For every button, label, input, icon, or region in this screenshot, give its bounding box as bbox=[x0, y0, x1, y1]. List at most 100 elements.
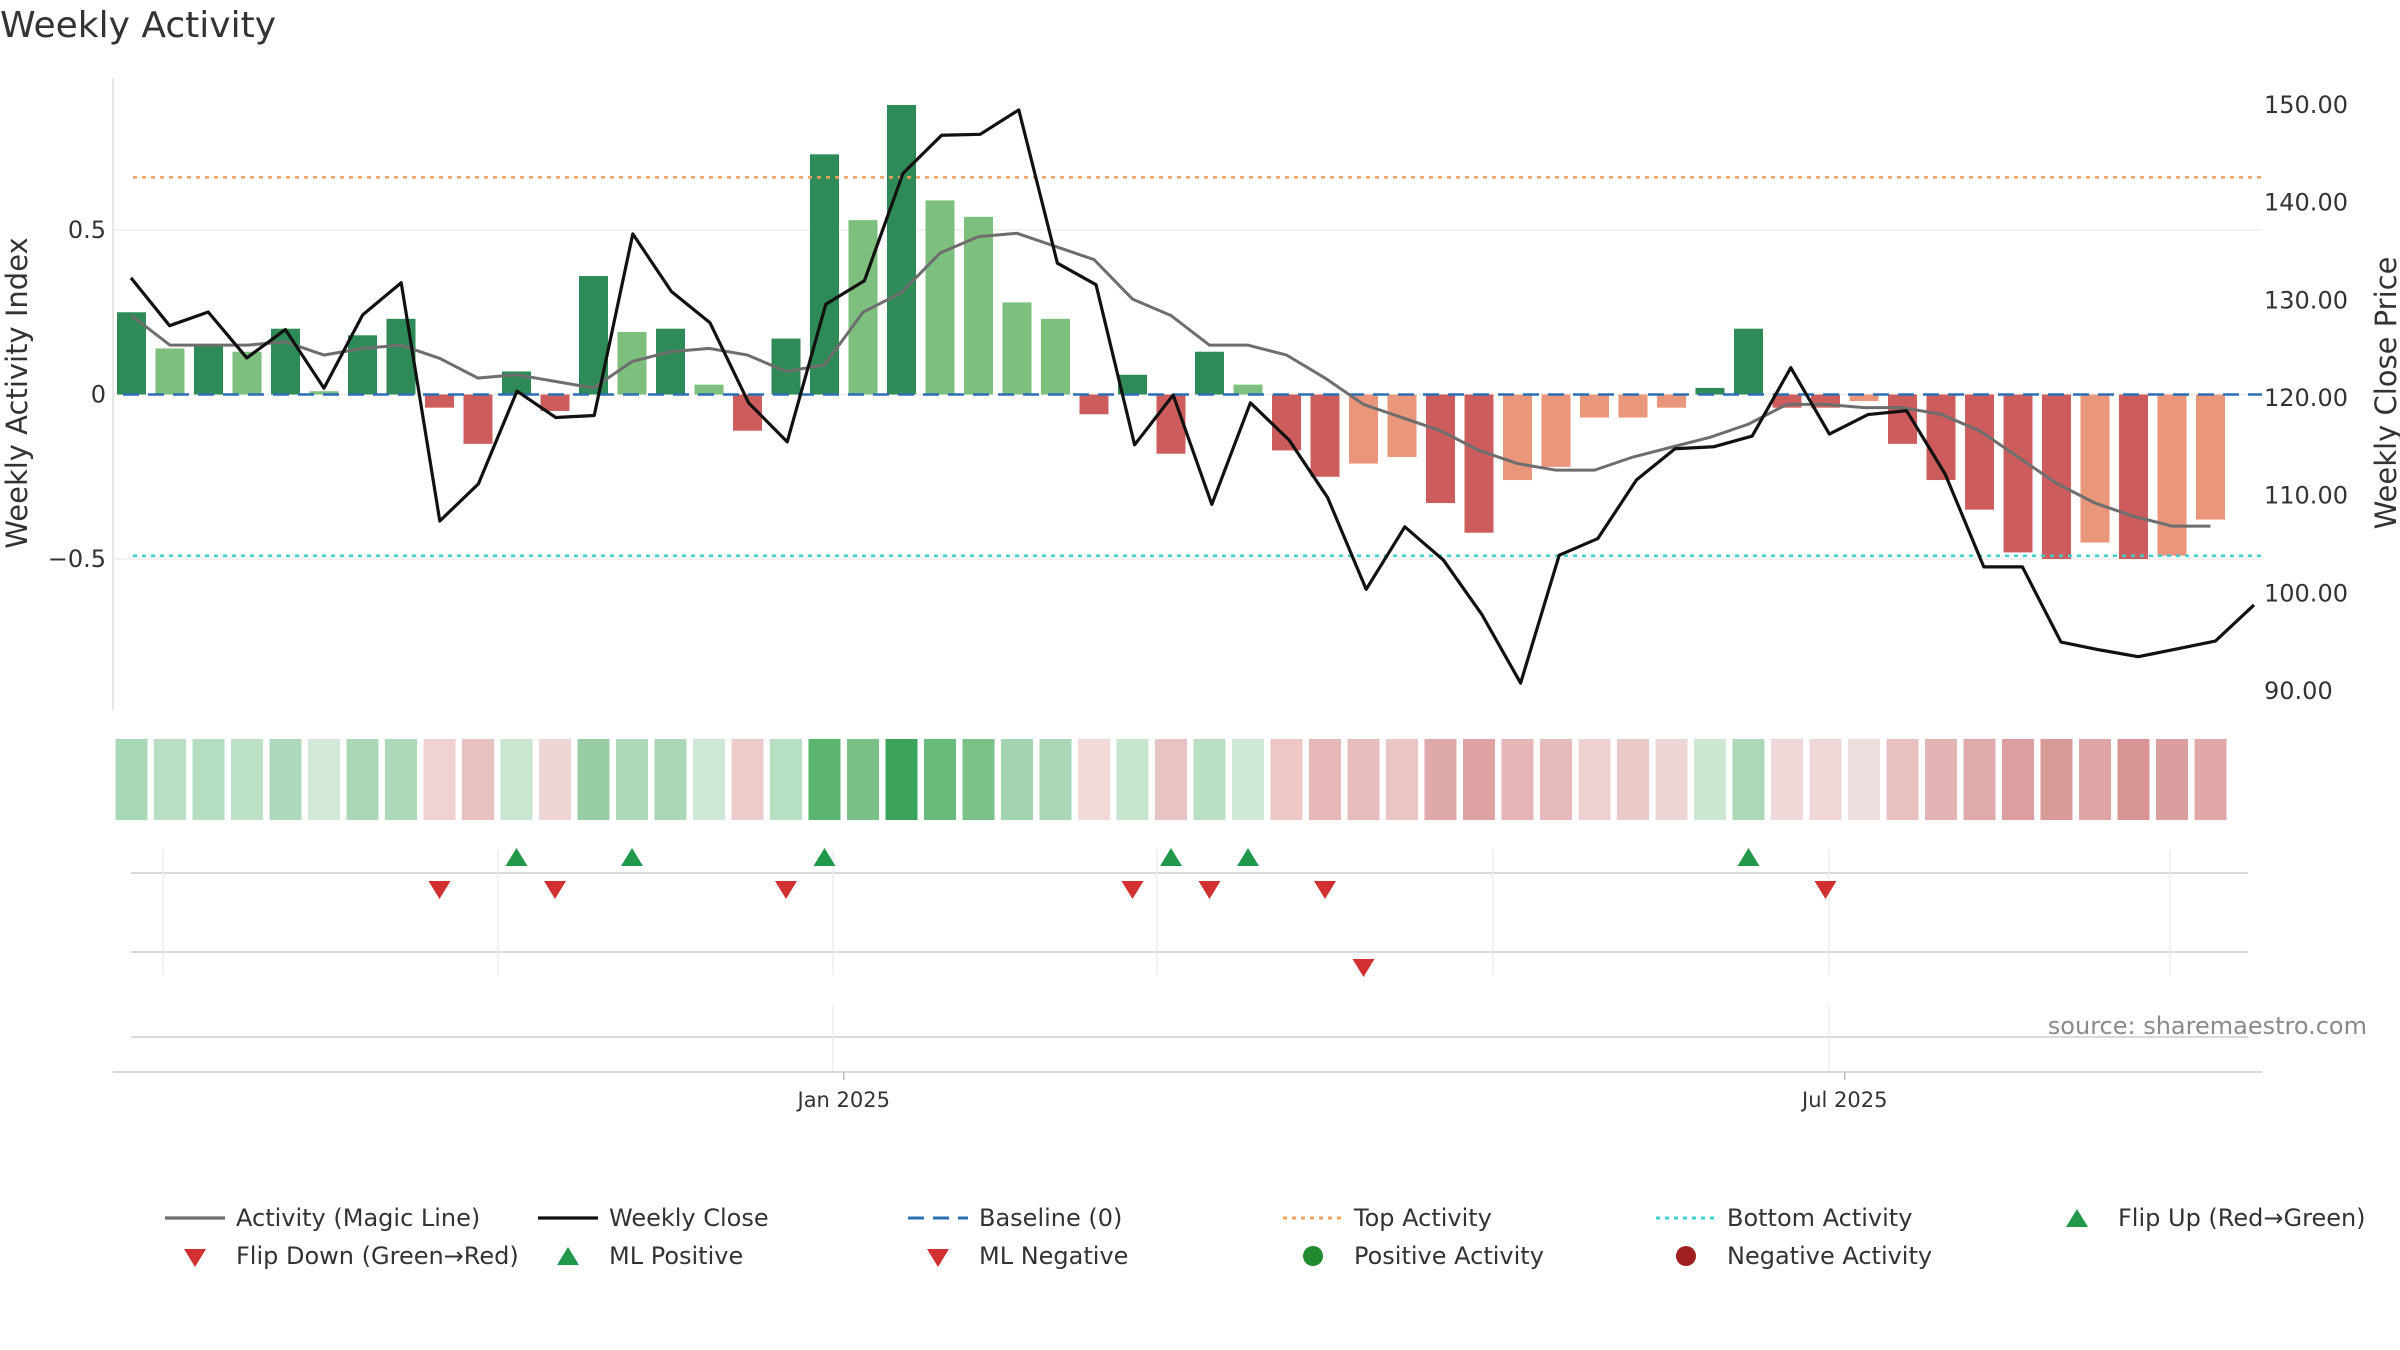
ml-positive-marker bbox=[621, 848, 643, 866]
heat-cell bbox=[1463, 739, 1495, 820]
activity-bar bbox=[1657, 394, 1686, 408]
heat-cell bbox=[808, 739, 841, 820]
chart-title: Weekly Activity bbox=[0, 5, 276, 46]
activity-bar bbox=[1041, 318, 1070, 395]
ml-positive-marker bbox=[813, 848, 836, 866]
activity-bar bbox=[1118, 374, 1147, 395]
heat-cell bbox=[346, 739, 379, 820]
heat-cell bbox=[1617, 739, 1649, 820]
right-tick-label: 130.00 bbox=[2264, 286, 2348, 314]
heat-cell bbox=[1578, 739, 1611, 820]
ml-negative-marker bbox=[1314, 881, 1336, 899]
activity-bar bbox=[887, 104, 916, 395]
legend-label: Negative Activity bbox=[1727, 1242, 1932, 1270]
heat-cell bbox=[1386, 739, 1418, 820]
legend-item-3: Top Activity bbox=[1283, 1204, 1492, 1232]
legend-label: Activity (Magic Line) bbox=[236, 1204, 480, 1232]
activity-bar bbox=[425, 394, 454, 408]
marker-panel-grid bbox=[131, 850, 2248, 1072]
heat-cell bbox=[924, 739, 956, 820]
x-axis: Jan 2025 Jul 2025 bbox=[113, 1071, 2262, 1112]
right-axis-ticks: 150.00 140.00 130.00 120.00 110.00 100.00 90.0… bbox=[2264, 91, 2348, 705]
legend-item-0: Activity (Magic Line) bbox=[165, 1204, 480, 1232]
heat-cell bbox=[1078, 739, 1110, 820]
heat-cell bbox=[1848, 739, 1880, 820]
reference-lines bbox=[123, 176, 2262, 557]
heat-cell bbox=[731, 739, 764, 820]
legend-dot-icon bbox=[1303, 1246, 1323, 1266]
legend-dot-icon bbox=[1676, 1246, 1696, 1266]
right-tick-label: 140.00 bbox=[2264, 189, 2348, 217]
heat-cell bbox=[1001, 739, 1033, 820]
marker-panels bbox=[131, 848, 2248, 1072]
heat-cell bbox=[1039, 739, 1072, 820]
activity-bar bbox=[1156, 394, 1186, 454]
heat-cell bbox=[1809, 739, 1842, 820]
left-axis-ticks: 0.5 0 −0.5 bbox=[48, 216, 106, 573]
activity-bar bbox=[1849, 394, 1879, 402]
heat-cell bbox=[423, 739, 456, 820]
legend-label: ML Positive bbox=[609, 1242, 743, 1270]
heat-cell bbox=[385, 739, 417, 820]
heat-cell bbox=[1347, 739, 1380, 820]
ml-negative-marker bbox=[544, 881, 566, 899]
activity-bar bbox=[194, 345, 223, 395]
heat-cell bbox=[1193, 739, 1226, 820]
right-tick-label: 110.00 bbox=[2264, 482, 2348, 510]
activity-bar bbox=[2196, 394, 2225, 520]
activity-bar bbox=[1079, 394, 1109, 415]
legend-item-7: ML Positive bbox=[557, 1242, 743, 1270]
heat-cell bbox=[770, 739, 802, 820]
activity-bar bbox=[1541, 394, 1571, 467]
legend-label: Bottom Activity bbox=[1727, 1204, 1912, 1232]
ml-negative-marker bbox=[1198, 881, 1221, 899]
x-tick-label: Jan 2025 bbox=[796, 1088, 891, 1112]
legend-triangle-up-icon bbox=[2066, 1209, 2088, 1227]
activity-bar bbox=[925, 200, 955, 395]
activity-bar bbox=[1349, 394, 1378, 464]
activity-bar bbox=[117, 312, 146, 395]
heat-cell bbox=[1925, 739, 1957, 820]
heat-cell bbox=[1309, 739, 1341, 820]
flip-down-marker bbox=[1352, 959, 1375, 977]
heat-cell bbox=[500, 739, 533, 820]
heat-cell bbox=[2079, 739, 2111, 820]
heat-cell bbox=[1771, 739, 1803, 820]
activity-bar bbox=[2157, 394, 2187, 556]
heat-cell bbox=[1424, 739, 1457, 820]
right-axis-label: Weekly Close Price bbox=[2369, 257, 2400, 530]
heat-cell bbox=[1155, 739, 1187, 820]
ml-positive-marker bbox=[1237, 848, 1259, 866]
source-note: source: sharemaestro.com bbox=[2048, 1012, 2367, 1040]
heat-cell bbox=[308, 739, 340, 820]
left-axis-label: Weekly Activity Index bbox=[0, 237, 34, 548]
heat-cell bbox=[1886, 739, 1919, 820]
legend-item-9: Positive Activity bbox=[1303, 1242, 1544, 1270]
legend: Activity (Magic Line) Weekly Close Baselin… bbox=[165, 1204, 2366, 1270]
activity-bars bbox=[117, 104, 2225, 559]
heat-cell bbox=[885, 739, 918, 820]
heat-cell bbox=[1963, 739, 1996, 820]
left-tick-label: −0.5 bbox=[48, 545, 106, 573]
weekly-close-line bbox=[129, 108, 2256, 685]
heat-cell bbox=[1116, 739, 1149, 820]
activity-bar bbox=[1965, 394, 1994, 510]
legend-triangle-down-icon bbox=[927, 1249, 949, 1267]
heat-cell bbox=[462, 739, 494, 820]
activity-bar bbox=[964, 216, 993, 395]
right-tick-label: 120.00 bbox=[2264, 384, 2348, 412]
activity-bar bbox=[386, 318, 416, 395]
activity-bar bbox=[1464, 394, 1494, 533]
legend-label: Baseline (0) bbox=[979, 1204, 1122, 1232]
legend-triangle-down-icon bbox=[184, 1249, 206, 1267]
heat-strip bbox=[115, 739, 2227, 820]
legend-label: Flip Up (Red→Green) bbox=[2118, 1204, 2366, 1232]
right-tick-label: 100.00 bbox=[2264, 579, 2348, 607]
activity-bar bbox=[1503, 394, 1532, 481]
activity-bar bbox=[1002, 302, 1032, 395]
legend-label: Top Activity bbox=[1353, 1204, 1492, 1232]
activity-bar bbox=[348, 335, 377, 395]
activity-bar bbox=[1233, 384, 1263, 395]
magic-line bbox=[130, 231, 2211, 528]
event-markers bbox=[428, 848, 1837, 977]
